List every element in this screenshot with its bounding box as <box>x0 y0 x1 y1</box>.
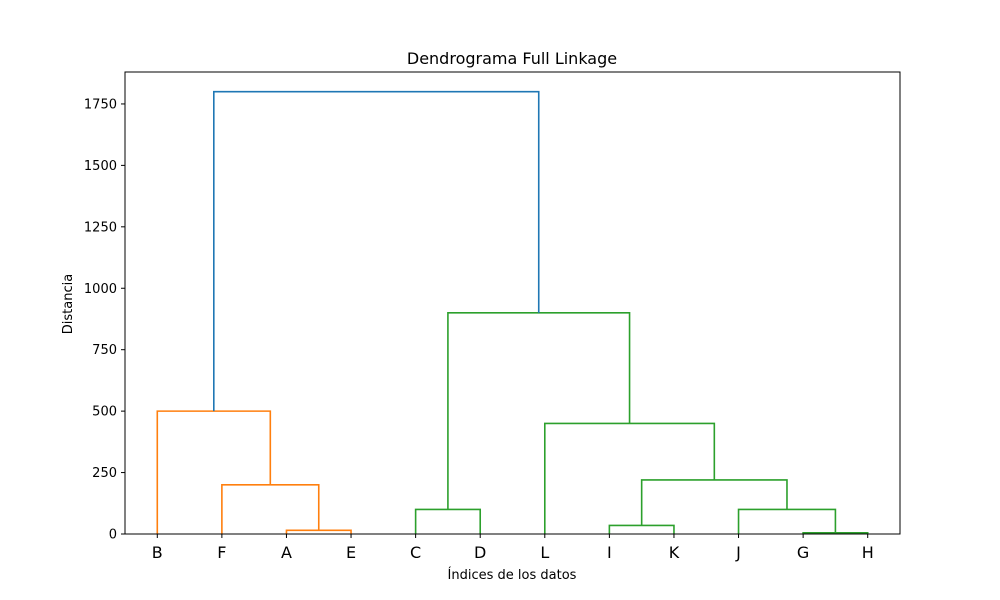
y-tick-label: 1750 <box>84 97 117 112</box>
y-tick-label: 1500 <box>84 159 117 174</box>
plot-area <box>156 90 869 534</box>
plot-frame <box>124 71 901 535</box>
merge-link-ik-jgh <box>640 479 788 526</box>
chart-title: Dendrograma Full Linkage <box>407 49 617 68</box>
leaf-label-j: J <box>735 543 741 562</box>
merge-link-c-d <box>414 508 482 534</box>
y-axis-label: Distancia <box>61 274 76 334</box>
y-tick-label: 750 <box>92 343 117 358</box>
merge-link-j-gh <box>737 508 837 534</box>
leaf-label-b: B <box>152 543 163 562</box>
merge-link-cd-likjgh <box>447 312 631 510</box>
x-axis-label: Índices de los datos <box>448 567 577 583</box>
leaf-label-c: C <box>410 543 421 562</box>
leaf-label-i: I <box>607 543 612 562</box>
merge-link-i-k <box>608 524 675 534</box>
leaf-label-k: K <box>669 543 680 562</box>
merge-link-bfae-cdlikjgh <box>213 90 540 412</box>
y-tick-label: 500 <box>92 405 117 420</box>
leaf-label-d: D <box>474 543 486 562</box>
leaf-label-a: A <box>281 543 292 562</box>
leaf-label-l: L <box>540 543 549 562</box>
leaf-label-g: G <box>797 543 809 562</box>
y-tick-label: 0 <box>109 528 117 543</box>
merge-link-f-ae <box>221 484 320 534</box>
merge-link-l-ikjgh <box>543 422 716 534</box>
y-tick-label: 250 <box>92 466 117 481</box>
y-tick-label: 1250 <box>84 220 117 235</box>
leaf-label-f: F <box>217 543 226 562</box>
leaf-label-h: H <box>862 543 874 562</box>
y-tick-label: 1000 <box>84 282 117 297</box>
merge-link-b-fae <box>156 410 272 534</box>
merge-link-a-e <box>285 529 352 534</box>
leaf-label-e: E <box>346 543 356 562</box>
